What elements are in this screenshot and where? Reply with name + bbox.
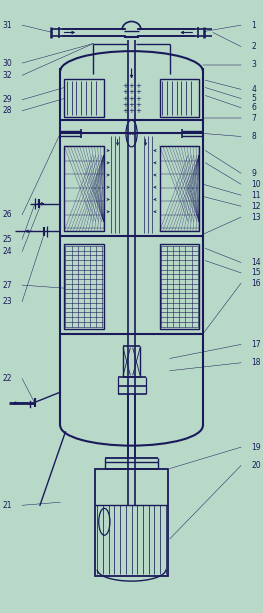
Text: 24: 24 bbox=[2, 247, 12, 256]
Text: 21: 21 bbox=[2, 501, 12, 510]
Bar bbox=[160, 146, 199, 231]
Text: 14: 14 bbox=[251, 258, 261, 267]
Text: 30: 30 bbox=[2, 59, 12, 67]
Text: +: + bbox=[135, 89, 141, 96]
Text: 15: 15 bbox=[251, 268, 261, 277]
Text: 20: 20 bbox=[251, 461, 261, 470]
Text: 19: 19 bbox=[251, 443, 261, 452]
Text: 9: 9 bbox=[251, 169, 256, 178]
Text: 4: 4 bbox=[251, 85, 256, 94]
Text: 17: 17 bbox=[251, 340, 261, 349]
Text: +: + bbox=[135, 102, 141, 108]
Text: +: + bbox=[129, 108, 134, 114]
Text: +: + bbox=[135, 83, 141, 89]
Text: +: + bbox=[122, 89, 128, 96]
Text: 1: 1 bbox=[251, 21, 256, 29]
Text: 23: 23 bbox=[2, 297, 12, 306]
Text: 25: 25 bbox=[2, 235, 12, 244]
Text: 16: 16 bbox=[251, 279, 261, 287]
Text: 28: 28 bbox=[2, 106, 12, 115]
Text: 29: 29 bbox=[2, 95, 12, 104]
Text: 10: 10 bbox=[251, 180, 261, 189]
Text: 7: 7 bbox=[251, 113, 256, 123]
Text: +: + bbox=[122, 108, 128, 114]
Text: +: + bbox=[129, 83, 134, 89]
Bar bbox=[160, 79, 199, 117]
Text: +: + bbox=[129, 89, 134, 96]
Text: +: + bbox=[122, 102, 128, 108]
Text: 13: 13 bbox=[251, 213, 261, 222]
Text: 32: 32 bbox=[2, 71, 12, 80]
Text: +: + bbox=[122, 83, 128, 89]
Text: 22: 22 bbox=[2, 374, 12, 383]
Text: 18: 18 bbox=[251, 358, 261, 367]
Text: 12: 12 bbox=[251, 202, 261, 211]
Bar bbox=[64, 146, 104, 231]
Text: 3: 3 bbox=[251, 61, 256, 69]
Text: 8: 8 bbox=[251, 132, 256, 141]
Text: 26: 26 bbox=[2, 210, 12, 219]
Text: +: + bbox=[129, 102, 134, 108]
Bar bbox=[160, 243, 199, 329]
Text: 2: 2 bbox=[251, 42, 256, 51]
Text: +: + bbox=[122, 96, 128, 102]
Text: 31: 31 bbox=[2, 21, 12, 29]
Bar bbox=[64, 79, 104, 117]
Text: 11: 11 bbox=[251, 191, 261, 200]
Text: 27: 27 bbox=[2, 281, 12, 289]
Text: 5: 5 bbox=[251, 94, 256, 103]
Text: +: + bbox=[135, 96, 141, 102]
Bar bbox=[64, 243, 104, 329]
Text: +: + bbox=[129, 96, 134, 102]
Bar bbox=[95, 468, 169, 576]
Text: +: + bbox=[135, 108, 141, 114]
Text: 6: 6 bbox=[251, 103, 256, 112]
